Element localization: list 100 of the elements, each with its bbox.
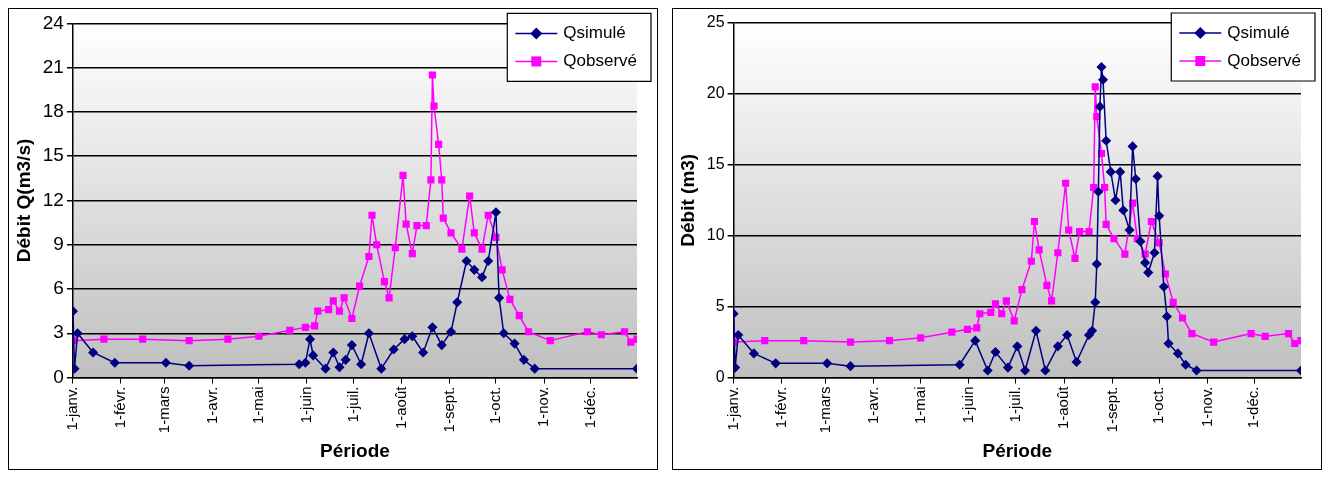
- point: [380, 278, 388, 286]
- point: [1162, 311, 1172, 322]
- x-tick-label: 1-déc.: [580, 386, 598, 429]
- point: [583, 328, 591, 336]
- legend-label: Qsimulé: [563, 23, 626, 43]
- x-tick-label: 1-avr.: [202, 386, 220, 425]
- point: [1152, 171, 1163, 181]
- point: [320, 363, 331, 374]
- point: [1096, 62, 1107, 72]
- point: [427, 176, 435, 184]
- x-tick-label: 1-févr.: [111, 386, 129, 429]
- y-tick-label: 12: [42, 188, 64, 210]
- point: [948, 328, 956, 336]
- point: [509, 338, 520, 349]
- point: [1154, 211, 1164, 221]
- point: [1020, 365, 1030, 376]
- point: [1124, 225, 1135, 235]
- point: [1087, 325, 1097, 336]
- point: [627, 338, 635, 346]
- point: [1191, 365, 1202, 376]
- point: [1003, 362, 1013, 373]
- x-tick-label: 1-mai: [249, 386, 267, 425]
- point: [885, 337, 894, 345]
- point: [1210, 338, 1218, 346]
- point: [399, 334, 410, 344]
- point: [1054, 249, 1062, 257]
- y-tick-label: 0: [715, 367, 725, 385]
- point: [325, 306, 333, 314]
- point: [356, 282, 364, 290]
- point: [185, 337, 193, 345]
- point: [413, 221, 421, 230]
- point: [483, 256, 493, 266]
- point: [963, 325, 971, 333]
- point: [294, 359, 304, 369]
- point: [1062, 179, 1070, 187]
- point: [1140, 257, 1150, 268]
- point: [300, 358, 311, 368]
- y-tick-label: 18: [42, 100, 64, 122]
- x-tick-label: 1-févr.: [772, 386, 790, 429]
- point: [515, 311, 523, 320]
- point: [822, 358, 832, 369]
- x-tick-label: 1-oct.: [486, 386, 504, 425]
- point: [311, 322, 319, 330]
- point: [1091, 83, 1099, 91]
- point: [1163, 338, 1174, 349]
- point: [1173, 348, 1183, 359]
- point: [1106, 167, 1116, 177]
- point: [458, 245, 466, 253]
- point: [452, 297, 462, 308]
- point: [529, 363, 540, 374]
- y-tick-label: 24: [42, 11, 65, 33]
- point: [356, 359, 366, 369]
- point: [970, 335, 980, 346]
- point: [373, 241, 381, 249]
- point: [1110, 234, 1118, 243]
- point: [301, 323, 309, 331]
- point: [308, 350, 318, 361]
- point: [1090, 297, 1100, 308]
- point: [1291, 339, 1299, 348]
- y-tick-label: 0: [53, 365, 64, 387]
- x-tick-label: 1-mai: [910, 386, 928, 425]
- y-tick-label: 25: [706, 13, 725, 31]
- point: [430, 102, 438, 110]
- point: [334, 362, 345, 372]
- point: [224, 335, 232, 343]
- point: [761, 337, 769, 345]
- x-tick-label: 1-mars: [815, 386, 833, 434]
- point: [954, 360, 965, 370]
- point: [439, 214, 447, 222]
- point: [845, 361, 856, 371]
- point: [365, 252, 373, 261]
- point: [1090, 183, 1098, 192]
- point: [1121, 250, 1129, 258]
- point: [976, 310, 984, 318]
- point: [917, 334, 925, 342]
- point: [749, 348, 759, 359]
- point: [1284, 329, 1293, 338]
- legend-label: Qobservé: [563, 51, 637, 71]
- x-axis-title: Période: [320, 439, 390, 461]
- point: [446, 327, 456, 337]
- y-tick-label: 3: [53, 321, 64, 343]
- point: [438, 176, 446, 184]
- x-tick-label: 1-août: [1054, 385, 1072, 430]
- point: [347, 340, 357, 350]
- x-tick-label: 1-juin: [959, 386, 977, 424]
- point: [1169, 298, 1177, 306]
- point: [110, 358, 120, 368]
- point: [770, 358, 781, 369]
- point: [1093, 187, 1104, 197]
- point: [1065, 226, 1073, 234]
- point: [1135, 236, 1146, 247]
- x-tick-label: 1-avr.: [864, 386, 882, 425]
- point: [161, 358, 171, 368]
- point: [1035, 246, 1043, 254]
- point: [1149, 247, 1160, 258]
- point: [1159, 282, 1169, 292]
- x-tick-label: 1-août: [391, 385, 409, 430]
- point: [100, 335, 108, 343]
- point: [998, 310, 1006, 318]
- x-tick-label: 1-janv.: [63, 386, 81, 431]
